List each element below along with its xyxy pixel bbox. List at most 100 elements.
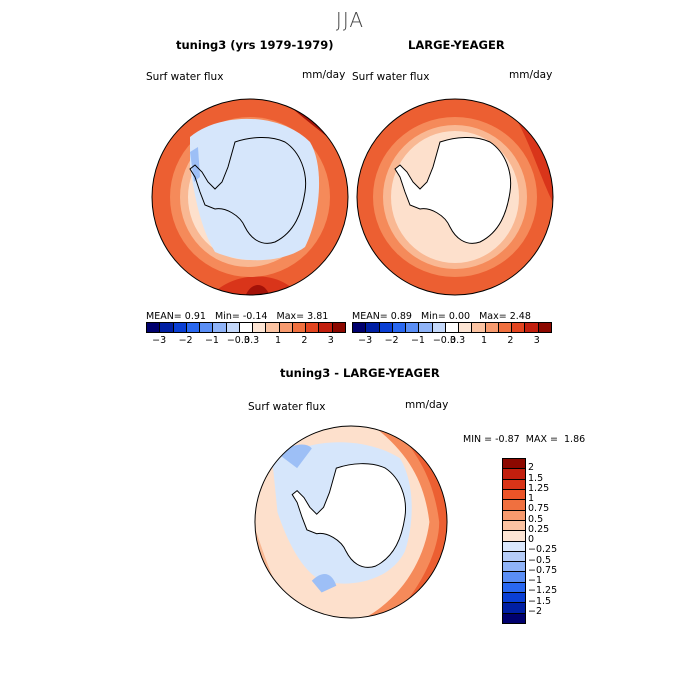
- colorbar-level-label: 1.5: [528, 472, 544, 484]
- colorbar-swatch: [406, 323, 420, 332]
- colorbar-diff: [502, 458, 526, 624]
- colorbar-level-label: 0.75: [528, 503, 550, 515]
- colorbar-swatch: [392, 323, 407, 332]
- colorbar-swatch: [186, 323, 201, 332]
- colorbar-swatch: [432, 323, 446, 332]
- colorbar-level-label: −0.5: [528, 554, 552, 566]
- variable-label-model: Surf water flux: [146, 71, 224, 83]
- colorbar-swatch: [503, 613, 525, 623]
- colorbar-swatch: [279, 323, 293, 332]
- colorbar-swatch: [292, 323, 307, 332]
- colorbar-swatch: [503, 531, 525, 542]
- colorbar-swatch: [525, 323, 539, 332]
- map-boundary: [151, 98, 349, 296]
- colorbar-swatch: [503, 459, 525, 470]
- colorbar-swatch: [173, 323, 187, 332]
- colorbar-tick-label: −0.3: [226, 335, 250, 346]
- panel-title-model: tuning3 (yrs 1979-1979): [176, 38, 334, 52]
- colorbar-swatch: [485, 323, 499, 332]
- colorbar-swatch: [503, 603, 525, 614]
- colorbar-ticks-obs: −3 −2 −1 −0.3 0.3 1 2 3: [352, 335, 550, 349]
- colorbar-swatch: [498, 323, 513, 332]
- colorbar-level-label: 0.5: [528, 513, 544, 525]
- polar-map-diff: [254, 425, 448, 619]
- colorbar-swatch: [160, 323, 174, 332]
- colorbar-tick-label: 3: [533, 335, 540, 346]
- colorbar-ticks-model: −3 −2 −1 −0.3 0.3 1 2 3: [146, 335, 344, 349]
- antarctica-landmass: [291, 463, 406, 568]
- colorbar-labels-diff: 2 1.5 1.25 1 0.75 0.5 0.25 0 −0.25 −0.5 −0.75 −1 −1.…: [528, 458, 588, 622]
- colorbar-swatch: [503, 551, 525, 563]
- colorbar-level-label: 0.25: [528, 523, 550, 535]
- colorbar-swatch: [253, 323, 267, 332]
- colorbar-swatch: [512, 323, 526, 332]
- colorbar-level-label: −0.75: [528, 564, 558, 576]
- colorbar-tick-label: 1: [274, 335, 282, 346]
- stats-diff: MIN = -0.87 MAX = 1.86: [463, 434, 586, 445]
- colorbar-swatch: [503, 593, 525, 604]
- map-boundary: [254, 425, 448, 619]
- colorbar-tick-label: −3: [152, 335, 167, 346]
- colorbar-swatch: [266, 323, 280, 332]
- colorbar-tick-label: −2: [178, 335, 193, 346]
- colorbar-swatch: [472, 323, 486, 332]
- colorbar-swatch: [213, 323, 227, 332]
- variable-label-diff: Surf water flux: [248, 401, 326, 413]
- colorbar-swatch: [459, 323, 473, 332]
- colorbar-tick-label: 0.3: [244, 335, 260, 346]
- negative-diff-region: [311, 573, 337, 593]
- colorbar-swatch: [419, 323, 433, 332]
- polar-map-model: [151, 98, 349, 296]
- colorbar-tick-label: 2: [301, 335, 308, 346]
- colorbar-level-label: 2: [528, 462, 535, 474]
- colorbar-level-label: −0.25: [528, 544, 558, 556]
- colorbar-swatch: [332, 323, 345, 332]
- map-boundary: [356, 98, 554, 296]
- colorbar-swatch: [538, 323, 551, 332]
- colorbar-swatch: [503, 520, 525, 532]
- variable-label-obs: Surf water flux: [352, 71, 430, 83]
- colorbar-level-label: −1.5: [528, 595, 552, 607]
- colorbar-swatch: [306, 323, 320, 332]
- colorbar-swatch: [200, 323, 214, 332]
- colorbar-swatch: [503, 469, 525, 480]
- colorbar-tick-label: −0.3: [432, 335, 456, 346]
- colorbar-level-label: 1: [528, 492, 535, 504]
- season-title: JJA: [335, 8, 365, 32]
- colorbar-swatch: [503, 510, 525, 521]
- polar-map-obs: [356, 98, 554, 296]
- colorbar-swatch: [379, 323, 393, 332]
- antarctica-landmass: [394, 137, 512, 244]
- colorbar-level-label: −1.25: [528, 585, 558, 597]
- colorbar-swatch: [239, 323, 254, 332]
- colorbar-swatch: [445, 323, 460, 332]
- colorbar-swatch: [366, 323, 380, 332]
- stats-obs: MEAN= 0.89 Min= 0.00 Max= 2.48: [352, 311, 531, 322]
- units-label-model: mm/day: [302, 69, 346, 81]
- colorbar-tick-label: 2: [507, 335, 514, 346]
- colorbar-swatch: [147, 323, 161, 332]
- stats-model: MEAN= 0.91 Min= -0.14 Max= 3.81: [146, 311, 329, 322]
- colorbar-swatch: [503, 489, 525, 501]
- colorbar-tick-label: −1: [410, 335, 425, 346]
- colorbar-tick-label: −1: [204, 335, 219, 346]
- colorbar-obs: [352, 322, 552, 333]
- colorbar-swatch: [226, 323, 240, 332]
- colorbar-swatch: [503, 582, 525, 594]
- colorbar-level-label: 0: [528, 533, 535, 545]
- colorbar-model: [146, 322, 346, 333]
- colorbar-tick-label: 1: [480, 335, 488, 346]
- colorbar-swatch: [503, 572, 525, 583]
- panel-title-obs: LARGE-YEAGER: [408, 38, 505, 52]
- colorbar-level-label: −1: [528, 574, 543, 586]
- sea-ice-region: [190, 118, 320, 261]
- colorbar-tick-label: −2: [384, 335, 399, 346]
- colorbar-swatch: [319, 323, 333, 332]
- colorbar-tick-label: 3: [327, 335, 334, 346]
- colorbar-swatch: [503, 479, 525, 490]
- panel-title-diff: tuning3 - LARGE-YEAGER: [280, 366, 440, 380]
- colorbar-level-label: −2: [528, 605, 543, 617]
- colorbar-swatch: [503, 541, 525, 552]
- units-label-obs: mm/day: [509, 69, 553, 81]
- colorbar-swatch: [503, 562, 525, 573]
